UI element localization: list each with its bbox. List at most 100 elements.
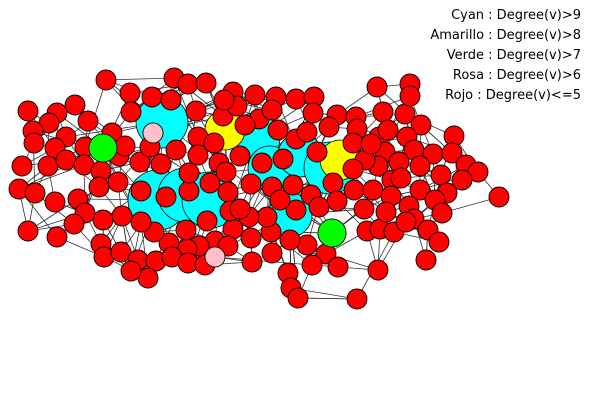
node-red — [120, 260, 142, 282]
node-red — [92, 209, 114, 231]
node-red — [269, 189, 291, 211]
node-red — [428, 231, 450, 253]
node-red — [77, 110, 99, 132]
node-red — [215, 161, 237, 183]
node-red — [367, 259, 389, 281]
node-red — [130, 180, 152, 202]
node-red — [390, 167, 412, 189]
node-red — [342, 132, 364, 154]
node-red — [256, 206, 278, 228]
node-red — [177, 73, 199, 95]
node-red — [23, 132, 45, 154]
node-red — [195, 72, 217, 94]
node-red — [244, 84, 266, 106]
node-red — [229, 145, 251, 167]
node-red — [451, 169, 473, 191]
node-red — [165, 139, 187, 161]
legend: Cyan : Degree(v)>9 Amarillo : Degree(v)>… — [430, 6, 581, 106]
node-red — [55, 149, 77, 171]
node-red — [343, 179, 365, 201]
node-red — [410, 114, 432, 136]
legend-item-verde: Verde : Degree(v)>7 — [446, 48, 581, 63]
node-red — [279, 229, 301, 251]
node-red — [409, 155, 431, 177]
node-red — [155, 186, 177, 208]
node-red — [415, 249, 437, 271]
legend-item-cyan: Cyan : Degree(v)>9 — [451, 8, 581, 23]
node-red — [267, 119, 289, 141]
node-pink — [204, 246, 226, 268]
node-red — [251, 152, 273, 174]
node-red — [46, 226, 68, 248]
node-red — [64, 94, 86, 116]
node-red — [362, 179, 384, 201]
node-red — [213, 89, 235, 111]
node-red — [326, 190, 348, 212]
node-red — [178, 162, 200, 184]
node-red — [488, 186, 510, 208]
edge — [84, 79, 107, 148]
node-red — [199, 172, 221, 194]
node-red — [203, 132, 225, 154]
node-red — [360, 133, 382, 155]
node-red — [17, 100, 39, 122]
node-red — [217, 181, 239, 203]
node-pink — [142, 122, 164, 144]
node-red — [431, 202, 453, 224]
edge — [105, 77, 175, 81]
node-red — [95, 69, 117, 91]
node-red — [178, 180, 200, 202]
node-red — [282, 174, 304, 196]
node-red — [261, 99, 283, 121]
node-red — [185, 100, 207, 122]
node-red — [17, 220, 39, 242]
node-red — [240, 227, 262, 249]
node-red — [287, 287, 309, 309]
node-red — [241, 251, 263, 273]
node-red — [285, 199, 307, 221]
node-red — [261, 242, 283, 264]
legend-item-rosa: Rosa : Degree(v)>6 — [452, 68, 581, 83]
node-red — [234, 114, 256, 136]
node-red — [110, 241, 132, 263]
node-red — [187, 144, 209, 166]
node-red — [114, 135, 136, 157]
node-red — [296, 121, 318, 143]
node-red — [141, 86, 163, 108]
node-red — [301, 254, 323, 276]
node-red — [120, 101, 142, 123]
node-red — [318, 116, 340, 138]
node-red — [63, 213, 85, 235]
node-green — [88, 133, 118, 163]
node-red — [377, 119, 399, 141]
node-red — [24, 182, 46, 204]
node-red — [372, 101, 394, 123]
node-red — [240, 173, 262, 195]
node-red — [353, 198, 375, 220]
node-red — [150, 153, 172, 175]
node-red — [342, 158, 364, 180]
node-red — [366, 76, 388, 98]
legend-item-amarillo: Amarillo : Degree(v)>8 — [430, 28, 581, 43]
node-layer — [8, 67, 510, 310]
node-red — [399, 85, 421, 107]
node-red — [306, 141, 328, 163]
node-red — [395, 211, 417, 233]
node-red — [196, 210, 218, 232]
edge — [214, 256, 313, 266]
node-red — [160, 89, 182, 111]
node-red — [175, 219, 197, 241]
node-red — [409, 179, 431, 201]
node-red — [129, 151, 151, 173]
node-red — [130, 211, 152, 233]
node-red — [272, 148, 294, 170]
node-red — [88, 176, 110, 198]
node-red — [308, 196, 330, 218]
node-red — [302, 102, 324, 124]
node-red — [107, 171, 129, 193]
node-red — [375, 201, 397, 223]
node-red — [346, 288, 368, 310]
node-red — [285, 88, 307, 110]
node-red — [430, 164, 452, 186]
node-red — [44, 191, 66, 213]
